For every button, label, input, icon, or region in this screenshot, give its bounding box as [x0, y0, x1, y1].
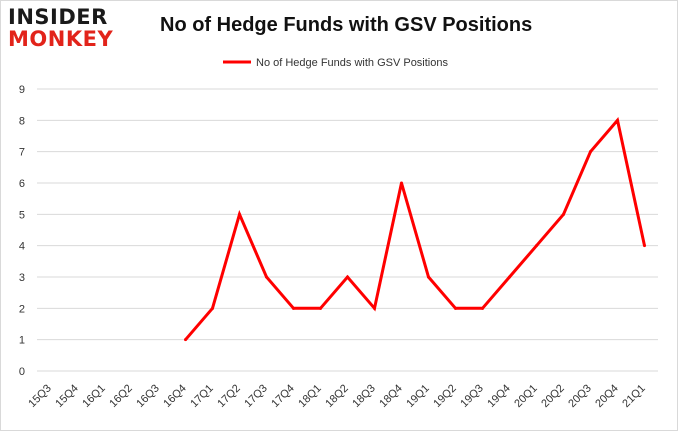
data-point [238, 212, 241, 216]
y-tick-label: 5 [19, 209, 25, 221]
y-tick-label: 1 [19, 335, 25, 347]
y-tick-label: 2 [19, 303, 25, 315]
insider-monkey-logo: INSIDER MONKEY [8, 6, 113, 50]
x-tick-label: 16Q1 [80, 382, 108, 410]
y-tick-label: 6 [19, 178, 25, 190]
logo-line-2: MONKEY [8, 27, 114, 51]
x-tick-label: 15Q3 [26, 382, 54, 410]
x-tick-label: 21Q1 [620, 382, 648, 410]
data-point [643, 244, 646, 248]
x-tick-label: 20Q2 [539, 382, 567, 410]
x-tick-label: 20Q4 [593, 382, 621, 410]
y-tick-label: 3 [19, 272, 25, 284]
x-tick-label: 15Q4 [53, 382, 81, 410]
x-tick-label: 16Q4 [161, 382, 189, 410]
x-tick-label: 16Q2 [107, 382, 135, 410]
data-point [211, 306, 214, 310]
x-tick-label: 17Q4 [269, 382, 297, 410]
x-tick-label: 19Q3 [458, 382, 486, 410]
data-point [400, 181, 403, 185]
x-tick-label: 17Q3 [242, 382, 270, 410]
data-point [373, 306, 376, 310]
data-point [265, 275, 268, 279]
chart-title: No of Hedge Funds with GSV Positions [160, 14, 533, 36]
y-tick-label: 8 [19, 115, 25, 127]
data-point [184, 338, 187, 342]
x-tick-label: 18Q2 [323, 382, 351, 410]
data-point [535, 244, 538, 248]
series-line-0 [184, 117, 646, 341]
y-tick-label: 0 [19, 366, 25, 378]
y-tick-label: 7 [19, 147, 25, 159]
data-point [562, 212, 565, 216]
data-point [508, 275, 511, 279]
data-point [616, 118, 619, 122]
data-point [454, 306, 457, 310]
data-point [427, 275, 430, 279]
x-tick-label: 17Q1 [188, 382, 216, 410]
y-tick-label: 4 [19, 241, 25, 253]
logo-line-1: INSIDER [8, 5, 108, 29]
x-tick-label: 20Q1 [512, 382, 540, 410]
x-tick-label: 18Q4 [377, 382, 405, 410]
data-point [319, 306, 322, 310]
y-tick-label: 9 [19, 84, 25, 96]
data-point [481, 306, 484, 310]
data-point [346, 275, 349, 279]
data-point [589, 150, 592, 154]
x-tick-label: 17Q2 [215, 382, 243, 410]
legend-label: No of Hedge Funds with GSV Positions [256, 57, 448, 69]
x-tick-label: 18Q3 [350, 382, 378, 410]
x-tick-label: 19Q1 [404, 382, 432, 410]
x-tick-label: 19Q2 [431, 382, 459, 410]
x-tick-label: 19Q4 [485, 382, 513, 410]
data-point [292, 306, 295, 310]
x-tick-label: 18Q1 [296, 382, 324, 410]
x-tick-label: 16Q3 [134, 382, 162, 410]
x-tick-label: 20Q3 [566, 382, 594, 410]
